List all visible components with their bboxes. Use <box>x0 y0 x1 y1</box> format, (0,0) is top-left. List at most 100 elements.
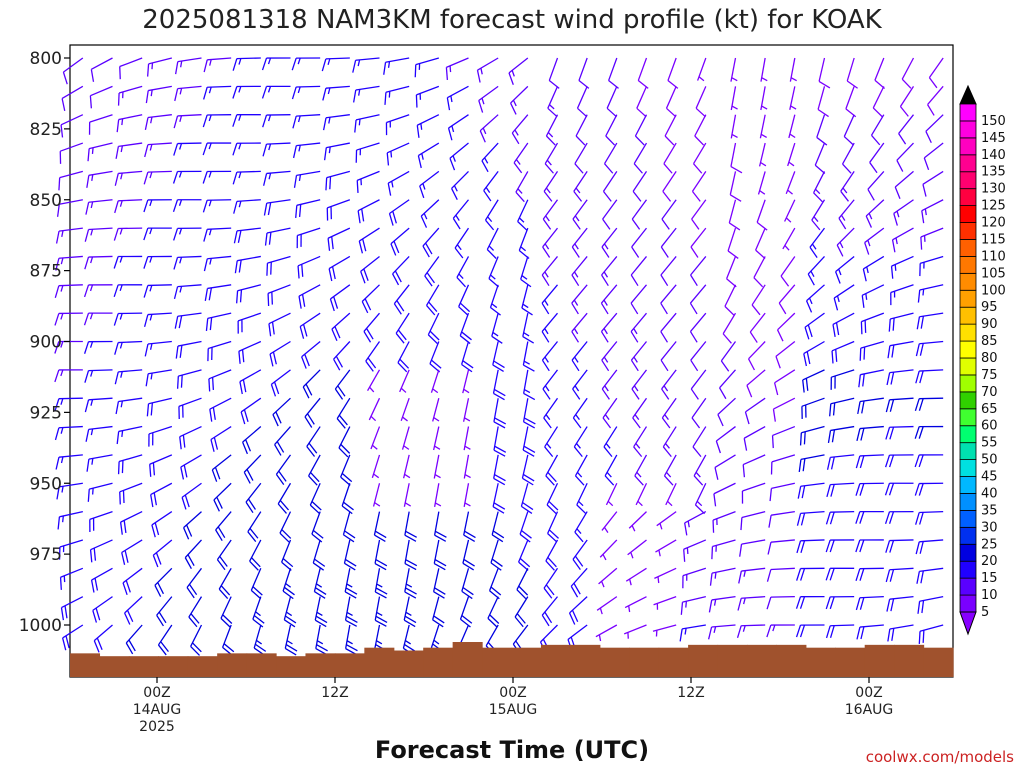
barb-feather <box>476 70 481 83</box>
terrain-segment <box>540 644 571 677</box>
wind-barb <box>487 596 500 628</box>
wind-barb <box>486 227 499 259</box>
barb-shaft <box>806 284 825 302</box>
barb-feather <box>490 307 501 316</box>
barb-shaft <box>60 142 84 152</box>
barb-feather <box>297 86 301 94</box>
wind-barb <box>178 397 202 420</box>
wind-barb <box>518 539 531 571</box>
terrain-segment <box>305 653 336 677</box>
barb-feather <box>242 379 247 393</box>
barb-feather <box>661 417 671 429</box>
barb-feather <box>601 274 609 287</box>
barb-feather <box>768 515 772 528</box>
wind-barb <box>146 57 172 77</box>
barb-feather <box>831 350 834 364</box>
wind-barb <box>768 510 795 528</box>
barb-feather <box>213 499 220 512</box>
barb-feather <box>829 568 835 581</box>
barb-feather <box>374 562 387 571</box>
terrain-segment <box>393 650 424 677</box>
barb-feather <box>263 202 268 216</box>
wind-barb <box>492 369 506 401</box>
colorbar-label: 10 <box>981 588 998 603</box>
wind-barb <box>509 85 529 115</box>
wind-barb <box>144 142 172 158</box>
barb-feather <box>843 136 855 146</box>
wind-barb <box>517 199 529 231</box>
terrain-segment <box>805 647 836 677</box>
terrain-segment <box>276 656 307 677</box>
barb-shaft <box>635 482 648 506</box>
barb-feather <box>915 343 920 357</box>
barb-feather <box>358 240 364 254</box>
wind-barb <box>636 86 648 118</box>
barb-feather <box>866 266 869 274</box>
barb-feather <box>456 244 462 251</box>
barb-shaft <box>572 369 588 390</box>
wind-barb <box>893 199 914 226</box>
wind-barb <box>541 312 558 343</box>
wind-barb <box>825 567 855 581</box>
barb-feather <box>183 464 188 478</box>
wind-barb <box>116 425 143 445</box>
barb-feather <box>695 471 701 478</box>
barb-shaft <box>756 199 766 223</box>
wind-barb <box>363 312 380 343</box>
barb-feather <box>267 114 272 122</box>
barb-feather <box>515 191 525 203</box>
wind-barb <box>154 567 173 597</box>
barb-feather <box>315 587 327 596</box>
barb-shaft <box>920 255 944 265</box>
barb-feather <box>685 601 688 608</box>
barb-feather <box>208 228 212 236</box>
barb-feather <box>889 426 895 440</box>
wind-barb <box>430 369 440 394</box>
barb-feather <box>493 360 505 369</box>
terrain-segment <box>688 644 719 677</box>
wind-barb <box>331 312 351 342</box>
wind-barb <box>279 511 292 543</box>
barb-feather <box>392 273 400 286</box>
barb-feather <box>419 185 425 199</box>
wind-barb <box>759 114 767 139</box>
wind-barb <box>237 312 262 334</box>
barb-feather <box>715 440 721 454</box>
wind-barb <box>928 57 944 89</box>
wind-barb <box>542 369 559 400</box>
wind-barb <box>374 568 388 599</box>
wind-barb <box>630 256 648 287</box>
barb-feather <box>816 136 828 146</box>
barb-feather <box>915 541 920 555</box>
barb-feather <box>548 104 555 110</box>
barb-feather <box>117 92 120 106</box>
barb-shaft <box>898 114 915 134</box>
barb-shaft <box>372 483 381 507</box>
barb-shaft <box>663 142 677 164</box>
barb-feather <box>90 229 94 236</box>
wind-barb <box>456 256 470 288</box>
barb-feather <box>842 163 852 174</box>
wind-barb <box>323 142 350 161</box>
barb-feather <box>271 291 273 305</box>
barb-feather <box>173 143 179 156</box>
wind-barb <box>422 227 440 258</box>
wind-barb <box>840 171 855 202</box>
wind-barb <box>711 539 736 560</box>
barb-feather <box>155 552 162 565</box>
barb-feather <box>331 266 336 280</box>
wind-barb <box>801 397 825 419</box>
wind-barb <box>90 567 113 593</box>
barb-shaft <box>210 426 232 441</box>
barb-feather <box>94 577 99 591</box>
barb-feather <box>184 557 192 570</box>
barb-shaft <box>742 482 766 492</box>
barb-shaft <box>777 312 796 331</box>
barb-feather <box>344 530 356 539</box>
barb-feather <box>796 513 802 526</box>
wind-barb <box>302 369 321 399</box>
barb-feather <box>84 256 90 270</box>
wind-barb <box>693 454 707 486</box>
wind-barb <box>796 567 825 581</box>
barb-feather <box>788 161 795 167</box>
